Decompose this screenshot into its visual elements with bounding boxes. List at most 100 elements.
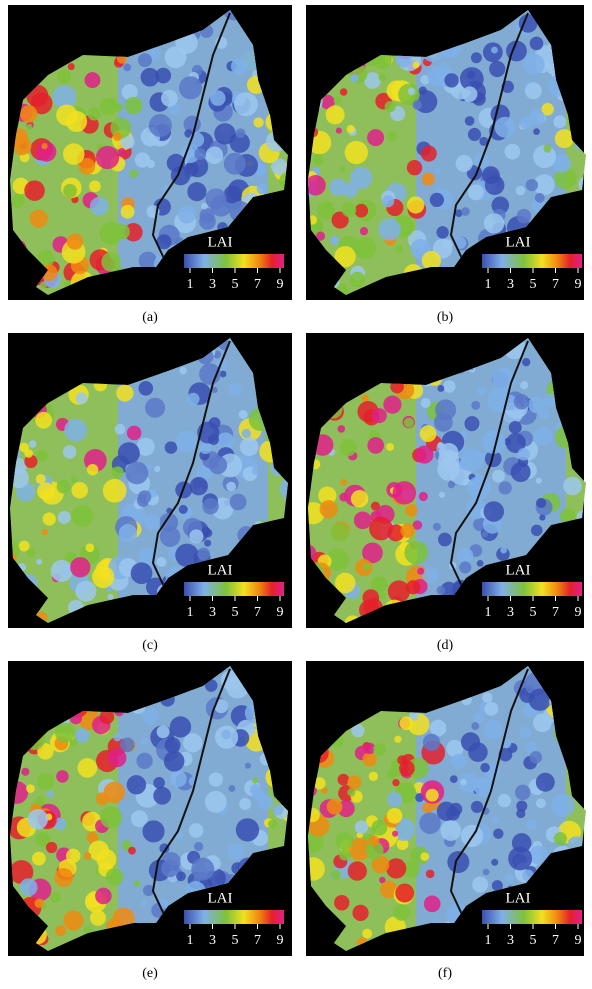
map-patch	[461, 449, 484, 472]
map-patch	[387, 769, 397, 779]
map-patch	[27, 549, 36, 558]
map-patch	[236, 818, 259, 841]
map-patch	[205, 188, 226, 209]
map-patch	[114, 103, 122, 111]
map-patch	[226, 482, 236, 492]
legend-title: LAI	[506, 234, 531, 250]
map-patch	[440, 820, 461, 841]
map-patch	[32, 852, 46, 866]
map-patch	[56, 770, 69, 783]
map-patch	[51, 560, 73, 582]
map-patch	[125, 461, 148, 484]
colorbar-tick-label: 9	[277, 933, 284, 948]
map-patch	[108, 749, 127, 768]
map-patch	[209, 456, 227, 474]
colorbar-tick-label: 1	[187, 933, 194, 948]
map-patch	[35, 412, 52, 429]
map-patch	[54, 868, 73, 887]
map-patch	[415, 445, 433, 463]
map-patch	[468, 128, 481, 141]
map-patch	[404, 418, 414, 428]
map-patch	[451, 754, 466, 769]
map-patch	[355, 820, 368, 833]
panel-label: (b)	[437, 310, 454, 325]
map-patch	[252, 778, 258, 784]
map-patch	[220, 371, 227, 378]
map-patch	[492, 817, 499, 824]
map-patch	[362, 929, 372, 939]
map-patch	[533, 713, 552, 732]
map-patch	[400, 523, 414, 537]
map-patch	[273, 805, 284, 816]
colorbar-tick-label: 1	[187, 277, 194, 292]
map-patch	[234, 92, 258, 116]
map-patch	[209, 772, 223, 786]
map-patch	[204, 540, 211, 547]
legend-title: LAI	[208, 562, 233, 578]
map-patch	[433, 523, 441, 531]
map-patch	[406, 580, 420, 594]
map-patch	[522, 358, 530, 366]
map-patch	[239, 798, 251, 810]
map-patch	[55, 925, 66, 936]
map-patch	[394, 736, 401, 743]
map-patch	[183, 733, 202, 752]
map-patch	[63, 910, 83, 930]
map-patch	[520, 381, 528, 389]
panel-label: (a)	[142, 310, 158, 325]
map-patch	[334, 895, 349, 910]
map-patch	[134, 880, 140, 886]
map-patch	[379, 592, 386, 599]
map-patch	[101, 252, 120, 271]
map-patch	[482, 531, 488, 537]
map-patch	[145, 398, 165, 418]
map-patch	[526, 179, 538, 191]
map-patch	[407, 160, 422, 175]
map-patch	[109, 98, 116, 105]
map-patch	[438, 533, 452, 547]
colorbar	[184, 582, 284, 596]
map-patch	[511, 462, 531, 482]
map-patch	[382, 195, 394, 207]
map-patch	[43, 512, 56, 525]
map-patch	[444, 73, 458, 87]
map-patch	[139, 381, 154, 396]
map-patch	[165, 46, 187, 68]
map-patch	[138, 53, 152, 67]
colorbar-tick-label: 9	[277, 277, 284, 292]
map-patch	[350, 272, 366, 288]
map-patch	[127, 426, 142, 441]
map-patch	[399, 716, 413, 730]
map-patch	[482, 692, 492, 702]
map-patch	[351, 490, 368, 507]
figure: LAI13579(a)LAI13579(b)LAI13579(c)LAI1357…	[0, 0, 592, 989]
map-patch	[585, 293, 592, 302]
map-patch	[199, 213, 216, 230]
map-patch	[118, 442, 140, 464]
map-patch	[154, 466, 160, 472]
map-patch	[47, 790, 54, 797]
colorbar-tick-label: 3	[209, 933, 216, 948]
map-patch	[385, 101, 396, 112]
map-patch	[56, 104, 77, 125]
map-patch	[338, 774, 350, 786]
map-patch	[194, 148, 206, 160]
map-patch	[584, 681, 591, 688]
map-patch	[419, 492, 428, 501]
map-patch	[447, 851, 469, 873]
map-patch	[387, 131, 397, 141]
map-patch	[378, 74, 386, 82]
map-patch	[257, 184, 268, 195]
panel-label: (c)	[142, 638, 158, 653]
panel-label: (d)	[437, 638, 454, 653]
map-patch	[224, 153, 246, 175]
map-patch	[50, 892, 61, 903]
map-patch	[342, 203, 357, 218]
map-patch	[84, 852, 92, 860]
map-patch	[147, 160, 155, 168]
map-patch	[19, 443, 29, 453]
map-patch	[104, 782, 125, 803]
map-patch	[70, 557, 90, 577]
map-patch	[483, 720, 503, 740]
map-patch	[468, 184, 484, 200]
